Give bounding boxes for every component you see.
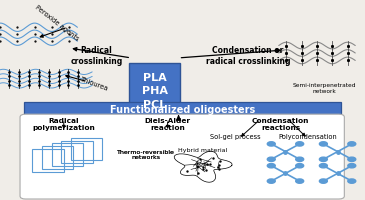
Circle shape: [296, 157, 304, 161]
Text: Sol-gel process: Sol-gel process: [210, 134, 260, 140]
Circle shape: [319, 179, 327, 183]
Circle shape: [267, 179, 275, 183]
Text: Thermo-reversible
networks: Thermo-reversible networks: [117, 150, 175, 160]
Text: Functionalized oligoesters: Functionalized oligoesters: [110, 105, 255, 115]
Circle shape: [267, 164, 275, 168]
Text: Polycondensation: Polycondensation: [278, 134, 337, 140]
Text: Radical
crosslinking: Radical crosslinking: [70, 46, 123, 66]
Circle shape: [348, 142, 356, 146]
Text: Semi-interpenetrated
network: Semi-interpenetrated network: [292, 83, 356, 94]
Circle shape: [296, 164, 304, 168]
Text: Thiourea: Thiourea: [80, 77, 110, 92]
FancyBboxPatch shape: [20, 114, 344, 199]
Circle shape: [296, 142, 304, 146]
Circle shape: [348, 179, 356, 183]
Text: Peroxide agents: Peroxide agents: [34, 5, 80, 42]
Text: Diels-Alder
reaction: Diels-Alder reaction: [145, 118, 191, 131]
Circle shape: [267, 142, 275, 146]
Circle shape: [319, 157, 327, 161]
Text: Condensation or
radical crosslinking: Condensation or radical crosslinking: [205, 46, 290, 66]
Circle shape: [319, 142, 327, 146]
Circle shape: [267, 157, 275, 161]
Circle shape: [296, 179, 304, 183]
Text: PLA
PHA
PCL: PLA PHA PCL: [142, 73, 168, 110]
Circle shape: [319, 164, 327, 168]
FancyBboxPatch shape: [24, 102, 341, 117]
Text: Condensation
reactions: Condensation reactions: [252, 118, 309, 131]
Circle shape: [348, 157, 356, 161]
Circle shape: [348, 164, 356, 168]
Text: Hybrid material: Hybrid material: [178, 148, 227, 153]
FancyBboxPatch shape: [129, 63, 180, 120]
Text: Thermo-reversible
networks: Thermo-reversible networks: [117, 150, 175, 160]
Text: Radical
polymerization: Radical polymerization: [32, 118, 95, 131]
